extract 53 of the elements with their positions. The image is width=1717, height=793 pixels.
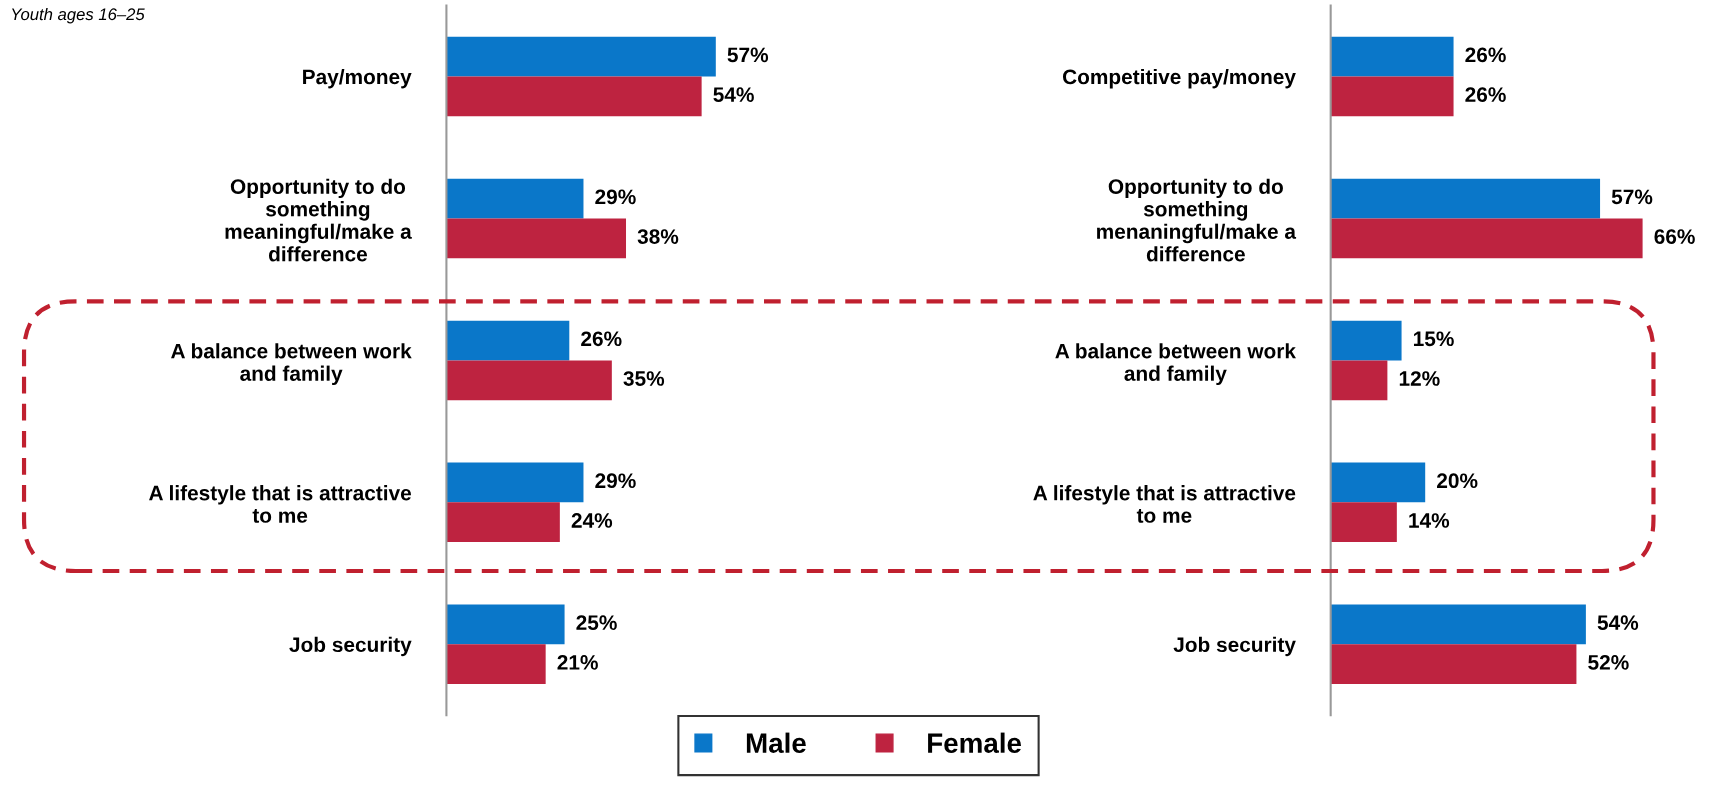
bar: [1330, 644, 1577, 685]
bar: [1330, 604, 1586, 645]
bar: [446, 320, 570, 361]
y-tick-label: Pay/money: [303, 68, 412, 89]
y-tick-label: Job security: [289, 636, 412, 657]
data-label: 15%: [1413, 331, 1454, 347]
y-tick-label: Opportunity to do something meaningful/make a difference: [225, 178, 412, 262]
data-label: 26%: [581, 331, 622, 347]
bar: [1330, 218, 1643, 259]
y-tick-label: A lifestyle that is attractive to me: [149, 485, 412, 523]
legend-label: Female: [928, 732, 1022, 753]
data-label: 57%: [727, 47, 769, 63]
legend-label: Male: [746, 732, 806, 753]
bar: [1330, 502, 1397, 543]
bar: [1330, 76, 1454, 117]
bar: [446, 462, 584, 503]
y-tick-label: Competitive pay/money: [1062, 68, 1296, 89]
data-label: 26%: [1465, 47, 1506, 63]
bar: [446, 502, 560, 543]
data-label: 52%: [1588, 655, 1629, 670]
data-label: 35%: [623, 371, 665, 386]
bar: [446, 36, 716, 77]
data-label: 12%: [1399, 371, 1440, 386]
data-label: 54%: [1597, 615, 1639, 631]
data-label: 54%: [713, 87, 754, 102]
data-label: 20%: [1437, 473, 1478, 489]
bar: [446, 218, 627, 259]
bar: [1330, 462, 1426, 503]
data-label: 57%: [1611, 189, 1653, 205]
text: Youth ages 16–25: [12, 7, 145, 24]
data-label: 38%: [637, 229, 679, 244]
data-label: 24%: [571, 513, 613, 528]
bar: [1330, 178, 1601, 219]
data-label: 26%: [1465, 87, 1506, 102]
bar: [1330, 360, 1388, 401]
y-tick-label: A lifestyle that is attractive to me: [1033, 485, 1296, 523]
data-label: 21%: [557, 655, 598, 670]
y-tick-label: Job security: [1173, 636, 1296, 657]
bar: [446, 360, 612, 401]
data-label: 14%: [1409, 513, 1450, 528]
bar: [1330, 36, 1454, 77]
bar: [446, 644, 546, 685]
data-label: 29%: [595, 473, 636, 489]
bar: [446, 604, 565, 645]
y-tick-label: Opportunity to do something menaningful/make a difference: [1097, 178, 1297, 262]
data-label: 66%: [1654, 229, 1695, 244]
data-label: 29%: [595, 189, 636, 205]
data-label: 25%: [576, 615, 617, 631]
y-tick-label: A balance between work and family: [171, 343, 412, 386]
bar: [446, 76, 702, 117]
bar: [446, 178, 584, 219]
y-tick-label: A balance between work and family: [1055, 343, 1296, 386]
bar: [1330, 320, 1402, 361]
